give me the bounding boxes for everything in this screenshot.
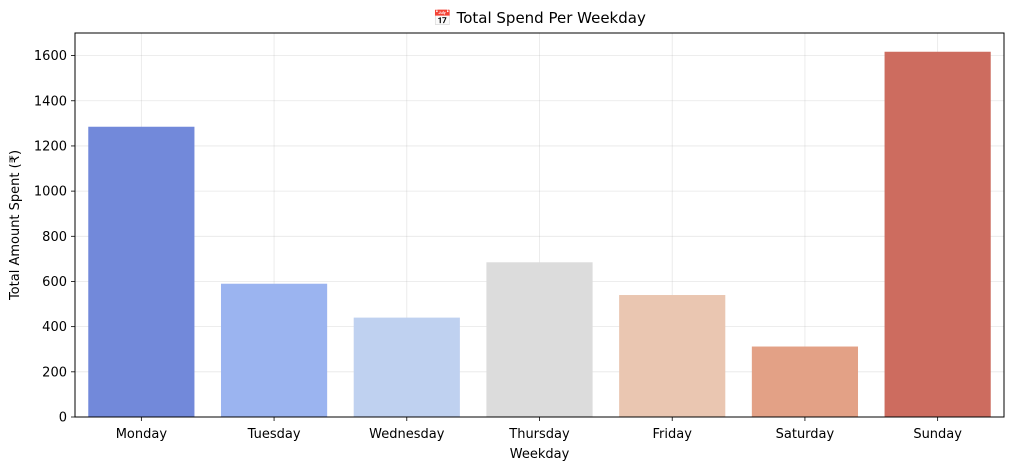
x-axis-title: Weekday: [510, 447, 570, 462]
chart-title: 📅 Total Spend Per Weekday: [433, 9, 646, 27]
y-tick-label: 800: [42, 230, 67, 245]
bar-monday: [88, 126, 195, 417]
y-tick-label: 1000: [34, 185, 67, 200]
y-axis-title: Total Amount Spent (₹): [8, 150, 23, 301]
bar-saturday: [751, 346, 859, 417]
bar-wednesday: [353, 317, 460, 417]
x-tick-label: Wednesday: [369, 427, 445, 442]
tick-layer: 0 200 400 600 800 1000 1200 1400 1600 Monday Tuesd…: [34, 49, 962, 442]
y-tick-label: 200: [42, 365, 67, 380]
x-tick-label: Monday: [116, 427, 168, 442]
x-tick-label: Sunday: [913, 427, 962, 442]
y-tick-label: 1600: [34, 49, 67, 64]
bar-layer: [88, 51, 991, 418]
x-tick-label: Tuesday: [247, 427, 301, 442]
x-tick-label: Saturday: [776, 427, 835, 442]
y-tick-label: 600: [42, 275, 67, 290]
bar-sunday: [884, 51, 991, 418]
y-tick-label: 1200: [34, 139, 67, 154]
y-tick-label: 0: [59, 411, 67, 426]
x-tick-label: Thursday: [508, 427, 570, 442]
y-tick-label: 400: [42, 320, 67, 335]
y-tick-label: 1400: [34, 94, 67, 109]
x-tick-label: Friday: [653, 427, 693, 442]
bar-tuesday: [220, 283, 328, 417]
bar-thursday: [486, 262, 593, 417]
bar-friday: [619, 295, 726, 417]
